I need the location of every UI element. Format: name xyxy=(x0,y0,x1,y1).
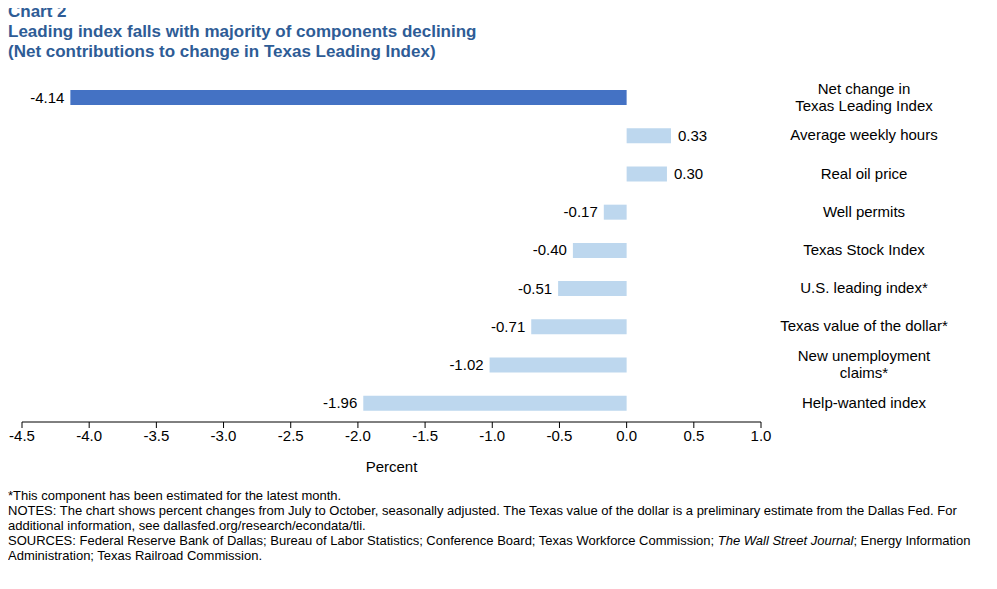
svg-text:-1.02: -1.02 xyxy=(449,356,483,373)
svg-text:-0.17: -0.17 xyxy=(564,203,598,220)
svg-text:-3.5: -3.5 xyxy=(143,427,169,444)
svg-text:0.5: 0.5 xyxy=(683,427,704,444)
html-text:SOURCES: Federal Reserve Bank: SOURCES: Federal Reserve Bank of Dallas;… xyxy=(8,533,971,563)
svg-text:-0.71: -0.71 xyxy=(491,318,525,335)
svg-text:Percent: Percent xyxy=(366,458,419,475)
svg-text:-1.96: -1.96 xyxy=(323,394,357,411)
svg-text:0.30: 0.30 xyxy=(674,165,703,182)
svg-text:Net change inTexas Leading Ind: Net change inTexas Leading Index xyxy=(795,80,933,114)
svg-text:1.0: 1.0 xyxy=(751,427,772,444)
svg-text:Texas value of the dollar*: Texas value of the dollar* xyxy=(780,317,948,334)
svg-text:U.S. leading index*: U.S. leading index* xyxy=(800,279,928,296)
svg-text:-2.5: -2.5 xyxy=(278,427,304,444)
svg-text:New unemploymentclaims*: New unemploymentclaims* xyxy=(798,347,931,381)
svg-text:-4.0: -4.0 xyxy=(76,427,102,444)
svg-text:0.0: 0.0 xyxy=(616,427,637,444)
svg-text:Help-wanted index: Help-wanted index xyxy=(802,394,927,411)
html-text:NOTES: The chart shows percent: NOTES: The chart shows percent changes f… xyxy=(8,503,957,533)
svg-text:-0.51: -0.51 xyxy=(518,280,552,297)
svg-text:-4.14: -4.14 xyxy=(30,89,64,106)
svg-text:0.33: 0.33 xyxy=(678,127,707,144)
svg-text:Real oil price: Real oil price xyxy=(821,165,908,182)
svg-text:Average weekly hours: Average weekly hours xyxy=(790,126,937,143)
svg-text:-1.5: -1.5 xyxy=(412,427,438,444)
html-text:Leading index falls with major: Leading index falls with majority of com… xyxy=(8,22,477,41)
html-text:(Net contributions to change i: (Net contributions to change in Texas Le… xyxy=(8,42,436,61)
svg-text:Well permits: Well permits xyxy=(823,203,905,220)
html-text:Chart 2: Chart 2 xyxy=(8,2,67,21)
svg-text:-2.0: -2.0 xyxy=(345,427,371,444)
html-text:*This component has been estim: *This component has been estimated for t… xyxy=(8,488,342,503)
svg-text:-1.0: -1.0 xyxy=(479,427,505,444)
svg-text:-0.40: -0.40 xyxy=(533,241,567,258)
svg-text:Texas Stock Index: Texas Stock Index xyxy=(803,241,925,258)
svg-text:-3.0: -3.0 xyxy=(211,427,237,444)
svg-text:-4.5: -4.5 xyxy=(9,427,35,444)
svg-text:-0.5: -0.5 xyxy=(547,427,573,444)
